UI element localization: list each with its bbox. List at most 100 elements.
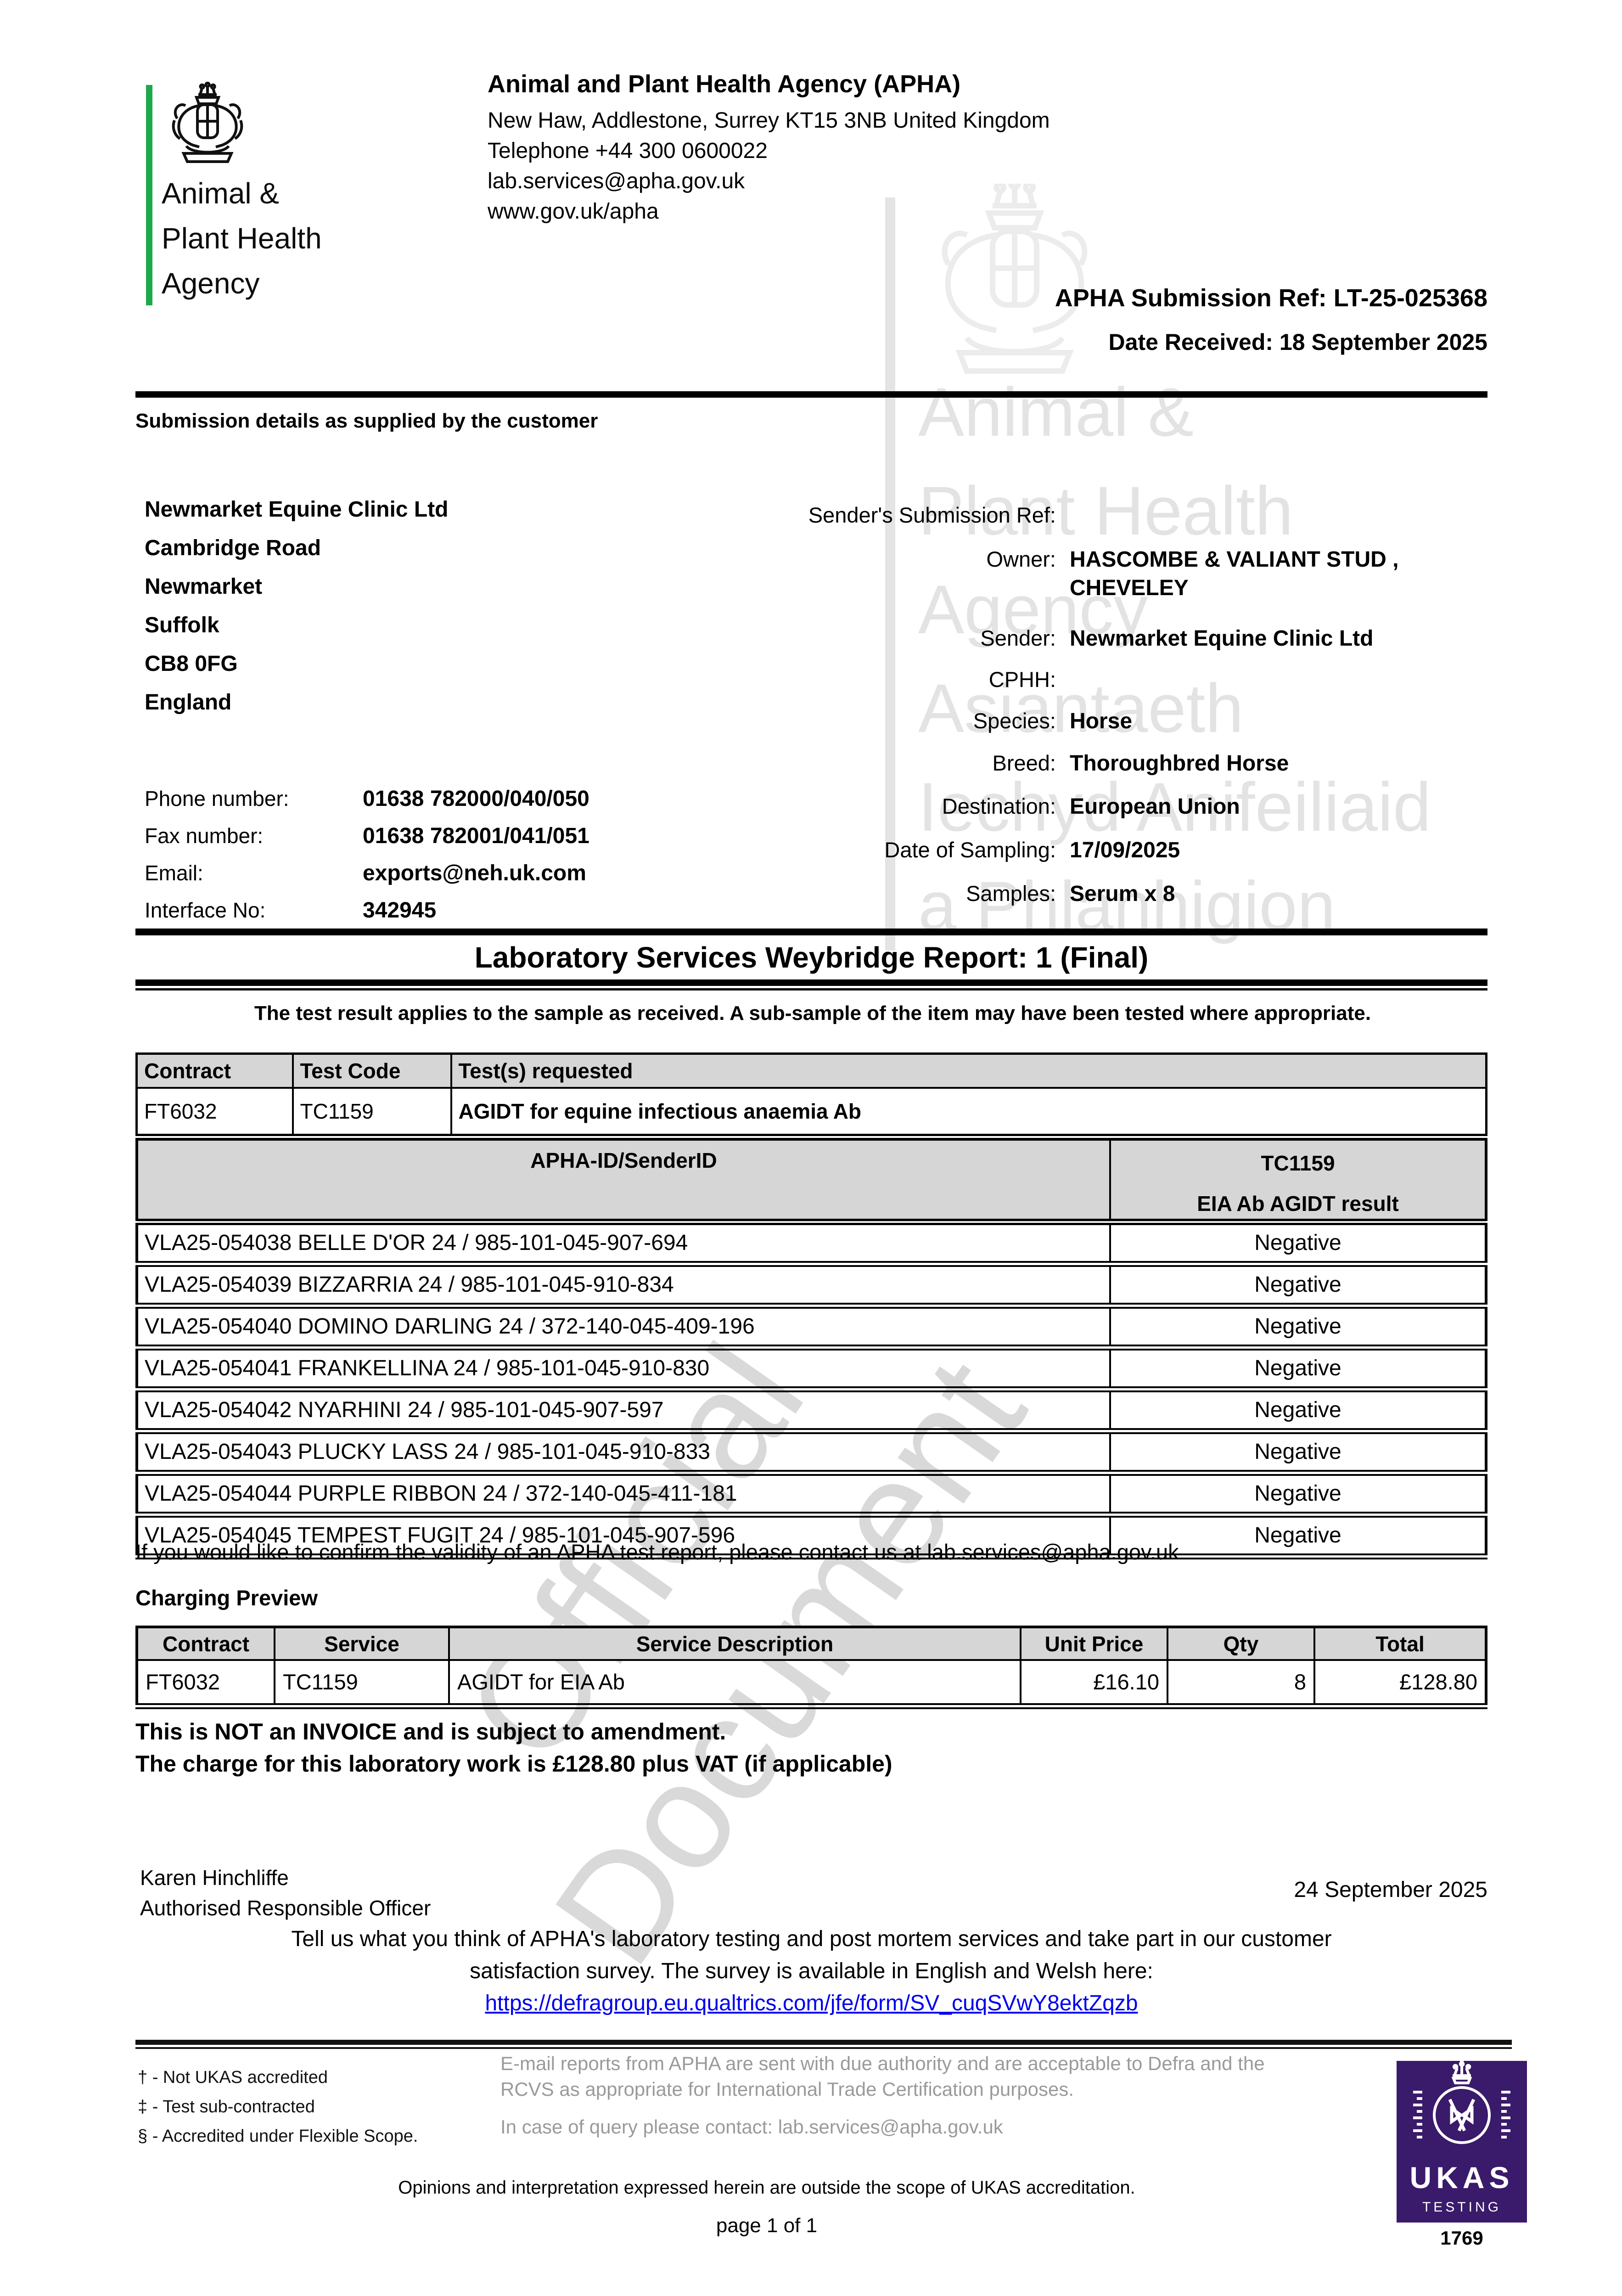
report-title: Laboratory Services Weybridge Report: 1 … <box>474 941 1149 974</box>
customer-address: Newmarket Equine Clinic Ltd Cambridge Ro… <box>145 490 448 722</box>
watermark-crest-icon <box>942 184 1088 374</box>
charging-unit-price: £16.10 <box>1020 1659 1168 1707</box>
survey-link[interactable]: https://defragroup.eu.qualtrics.com/jfe/… <box>485 1991 1138 2015</box>
field-species: Species: Horse <box>973 709 1133 733</box>
customer-address-line: Suffolk <box>145 613 219 637</box>
request-header-test-code: Test Code <box>292 1052 452 1089</box>
ukas-wordmark: UKAS <box>1409 2161 1514 2195</box>
result-value: Negative <box>1109 1347 1486 1392</box>
apha-logo-keyline <box>146 85 152 305</box>
charging-row: FT6032 TC1159 AGIDT for EIA Ab £16.10 8 … <box>136 1659 1487 1707</box>
field-email: Email: exports@neh.uk.com <box>145 861 586 885</box>
agency-website: www.gov.uk/apha <box>488 199 659 224</box>
results-row: VLA25-054043 PLUCKY LASS 24 / 985-101-04… <box>137 1431 1486 1476</box>
field-cphh: CPHH: <box>988 667 1056 692</box>
royal-crest-icon <box>172 82 243 163</box>
not-invoice-note: This is NOT an INVOICE and is subject to… <box>135 1719 726 1745</box>
ukas-accreditation-number: 1769 <box>1440 2227 1483 2249</box>
customer-contact-fields: Phone number: 01638 782000/040/050 Fax n… <box>145 786 589 935</box>
field-fax-number: Fax number: 01638 782001/041/051 <box>145 824 589 848</box>
request-table-row: FT6032 TC1159 AGIDT for equine infectiou… <box>135 1087 1487 1136</box>
field-interface-no: Interface No: 342945 <box>145 898 437 923</box>
ukas-scope-note: Opinions and interpretation expressed he… <box>398 2178 1135 2198</box>
charging-qty: 8 <box>1167 1659 1315 1707</box>
ukas-testing-logo: UKAS TESTING <box>1397 2061 1527 2223</box>
footnote-flexible-scope: § - Accredited under Flexible Scope. <box>138 2127 418 2146</box>
agency-address: New Haw, Addlestone, Surrey KT15 3NB Uni… <box>488 108 1050 133</box>
results-row: VLA25-054040 DOMINO DARLING 24 / 372-140… <box>137 1306 1486 1351</box>
request-tests-requested: AGIDT for equine infectious anaemia Ab <box>450 1087 1487 1136</box>
divider-rule <box>135 929 1487 935</box>
agency-email: lab.services@apha.gov.uk <box>488 169 745 193</box>
submission-ref: APHA Submission Ref: LT-25-025368 <box>1055 284 1487 312</box>
survey-text-line1: Tell us what you think of APHA's laborat… <box>291 1927 1332 1951</box>
result-value: Negative <box>1109 1431 1486 1476</box>
field-senders-submission-ref: Sender's Submission Ref: <box>808 503 1056 527</box>
results-row: VLA25-054045 TEMPEST FUGIT 24 / 985-101-… <box>137 1514 1486 1559</box>
date-received: Date Received: 18 September 2025 <box>1108 329 1487 355</box>
field-owner: Owner: HASCOMBE & VALIANT STUD , CHEVELE… <box>986 547 1399 600</box>
results-table: APHA-ID/SenderID TC1159 EIA Ab AGIDT res… <box>135 1138 1487 1559</box>
customer-address-line: Newmarket <box>145 574 263 599</box>
field-sender: Sender: Newmarket Equine Clinic Ltd <box>980 626 1374 651</box>
footer-rule <box>135 2040 1512 2049</box>
divider-rule <box>135 391 1487 398</box>
charging-header-row: Contract Service Service Description Uni… <box>136 1627 1487 1661</box>
request-header-tests-requested: Test(s) requested <box>450 1052 1487 1089</box>
agency-contact-block: Animal and Plant Health Agency (APHA) Ne… <box>488 69 1050 227</box>
request-header-contract: Contract <box>135 1052 294 1089</box>
agency-title: Animal and Plant Health Agency (APHA) <box>488 70 961 98</box>
result-value: Negative <box>1109 1389 1486 1434</box>
page-number: page 1 of 1 <box>716 2214 818 2237</box>
charging-service: TC1159 <box>274 1659 450 1707</box>
divider-rule <box>135 979 1487 990</box>
accreditation-footnotes: † - Not UKAS accredited ‡ - Test sub-con… <box>138 2063 418 2151</box>
charging-preview-title: Charging Preview <box>135 1586 318 1610</box>
result-value: Negative <box>1109 1514 1486 1559</box>
results-header-apha-id: APHA-ID/SenderID <box>137 1139 1110 1225</box>
results-header-test: TC1159 EIA Ab AGIDT result <box>1109 1139 1486 1225</box>
field-date-of-sampling: Date of Sampling: 17/09/2025 <box>884 838 1180 862</box>
validity-note: If you would like to confirm the validit… <box>135 1540 1179 1564</box>
footer-email-notes: E-mail reports from APHA are sent with d… <box>500 2051 1272 2140</box>
charge-amount-note: The charge for this laboratory work is £… <box>135 1751 892 1777</box>
submission-detail-fields: Sender's Submission Ref: Owner: HASCOMBE… <box>707 500 1487 919</box>
report-date: 24 September 2025 <box>1294 1878 1487 1902</box>
footnote-not-ukas: † - Not UKAS accredited <box>138 2068 328 2087</box>
field-breed: Breed: Thoroughbred Horse <box>992 751 1289 776</box>
result-value: Negative <box>1109 1473 1486 1518</box>
watermark-keyline-bar <box>885 197 895 951</box>
survey-block: Tell us what you think of APHA's laborat… <box>135 1923 1487 2020</box>
query-contact-note: In case of query please contact: lab.ser… <box>500 2116 1003 2138</box>
submission-section-title: Submission details as supplied by the cu… <box>135 410 598 432</box>
result-value: Negative <box>1109 1306 1486 1351</box>
results-row: VLA25-054039 BIZZARRIA 24 / 985-101-045-… <box>137 1264 1486 1309</box>
customer-address-line: Newmarket Equine Clinic Ltd <box>145 497 449 522</box>
customer-address-line: England <box>145 690 232 715</box>
results-row: VLA25-054041 FRANKELLINA 24 / 985-101-04… <box>137 1347 1486 1392</box>
charging-description: AGIDT for EIA Ab <box>448 1659 1021 1707</box>
footnote-subcontracted: ‡ - Test sub-contracted <box>138 2097 315 2116</box>
customer-address-line: Cambridge Road <box>145 536 321 560</box>
field-phone-number: Phone number: 01638 782000/040/050 <box>145 787 589 811</box>
ukas-crest-icon <box>1413 2061 1510 2144</box>
request-test-code: TC1159 <box>292 1087 452 1136</box>
agency-telephone: Telephone +44 300 0600022 <box>488 139 768 163</box>
results-row: VLA25-054038 BELLE D'OR 24 / 985-101-045… <box>137 1222 1486 1267</box>
field-destination: Destination: European Union <box>942 794 1240 819</box>
charging-total: £128.80 <box>1313 1659 1487 1707</box>
charging-contract: FT6032 <box>136 1659 275 1707</box>
result-value: Negative <box>1109 1264 1486 1309</box>
request-contract: FT6032 <box>135 1087 294 1136</box>
email-authority-note: E-mail reports from APHA are sent with d… <box>500 2053 1265 2100</box>
results-table-header-row: APHA-ID/SenderID TC1159 EIA Ab AGIDT res… <box>137 1139 1486 1225</box>
survey-text-line2: satisfaction survey. The survey is avail… <box>470 1959 1153 1983</box>
report-note: The test result applies to the sample as… <box>254 1002 1371 1024</box>
apha-logo-wordmark: Animal & Plant Health Agency <box>162 177 322 300</box>
customer-address-line: CB8 0FG <box>145 652 238 676</box>
signatory-role: Authorised Responsible Officer <box>140 1896 431 1920</box>
charging-table: Contract Service Service Description Uni… <box>135 1626 1487 1709</box>
ukas-testing-label: TESTING <box>1422 2200 1501 2215</box>
result-value: Negative <box>1109 1222 1486 1267</box>
